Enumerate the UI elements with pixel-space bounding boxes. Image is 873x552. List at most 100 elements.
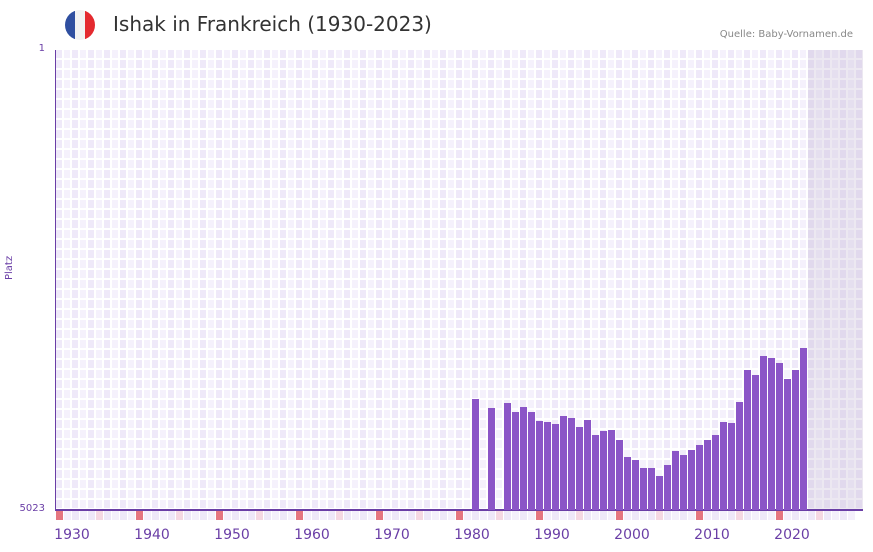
year-strip-cell — [296, 511, 303, 520]
bar-2006[interactable] — [680, 454, 687, 510]
year-strip-cell — [288, 511, 295, 520]
bar-1991[interactable] — [560, 416, 567, 510]
year-strip-cell — [784, 511, 791, 520]
year-strip-cell — [432, 511, 439, 520]
bar-1985[interactable] — [512, 411, 519, 510]
year-strip-cell — [504, 511, 511, 520]
bar-2020[interactable] — [792, 369, 799, 510]
x-tick-label: 2000 — [614, 527, 650, 543]
year-strip-cell — [248, 511, 255, 520]
bar-2000[interactable] — [632, 459, 639, 510]
bar-2016[interactable] — [760, 356, 767, 510]
bar-1994[interactable] — [584, 419, 591, 510]
year-strip-cell — [808, 511, 815, 520]
year-strip-cell — [192, 511, 199, 520]
bar-2008[interactable] — [696, 444, 703, 510]
year-strip-cell — [304, 511, 311, 520]
bar-2018[interactable] — [776, 362, 783, 510]
year-strip-cell — [392, 511, 399, 520]
bar-1984[interactable] — [504, 402, 511, 510]
year-strip-cell — [528, 511, 535, 520]
y-axis-label: Platz — [4, 255, 15, 280]
bar-1982[interactable] — [488, 407, 495, 510]
year-strip-cell — [688, 511, 695, 520]
bar-2019[interactable] — [784, 379, 791, 510]
year-strip-cell — [704, 511, 711, 520]
bar-2003[interactable] — [656, 476, 663, 510]
x-tick-label: 2020 — [774, 527, 810, 543]
year-strip-cell — [112, 511, 119, 520]
france-flag-icon — [65, 10, 95, 40]
bar-1986[interactable] — [520, 406, 527, 510]
year-strip-cell — [56, 511, 63, 520]
bar-2005[interactable] — [672, 451, 679, 510]
bar-2001[interactable] — [640, 467, 647, 510]
x-tick-label: 1980 — [454, 527, 490, 543]
year-strip-cell — [144, 511, 151, 520]
year-strip-cell — [480, 511, 487, 520]
bar-1998[interactable] — [616, 440, 623, 510]
x-axis — [55, 509, 863, 511]
year-strip-cell — [736, 511, 743, 520]
bar-2013[interactable] — [736, 402, 743, 510]
year-strip-cell — [376, 511, 383, 520]
bar-1999[interactable] — [624, 456, 631, 510]
bar-1990[interactable] — [552, 423, 559, 510]
year-strip-cell — [400, 511, 407, 520]
bar-1992[interactable] — [568, 417, 575, 510]
year-strip-cell — [680, 511, 687, 520]
bar-2004[interactable] — [664, 465, 671, 510]
year-strip-cell — [496, 511, 503, 520]
bar-1989[interactable] — [544, 421, 551, 510]
year-strip-cell — [648, 511, 655, 520]
bar-2007[interactable] — [688, 450, 695, 510]
bar-2011[interactable] — [720, 421, 727, 510]
bar-1997[interactable] — [608, 429, 615, 510]
year-strip-cell — [328, 511, 335, 520]
year-strip-cell — [408, 511, 415, 520]
y-tick-label: 5023 — [19, 503, 45, 514]
bar-1993[interactable] — [576, 427, 583, 510]
year-strip-cell — [456, 511, 463, 520]
year-strip-cell — [576, 511, 583, 520]
y-axis — [55, 50, 56, 511]
year-strip-cell — [608, 511, 615, 520]
year-strip-cell — [568, 511, 575, 520]
year-strip-cell — [416, 511, 423, 520]
year-strip-cell — [384, 511, 391, 520]
bar-2021[interactable] — [800, 347, 807, 510]
year-strip-cell — [720, 511, 727, 520]
year-strip-cell — [424, 511, 431, 520]
bar-2012[interactable] — [728, 422, 735, 510]
x-tick-label: 1970 — [374, 527, 410, 543]
year-strip-cell — [632, 511, 639, 520]
bar-2015[interactable] — [752, 374, 759, 510]
bar-2017[interactable] — [768, 357, 775, 510]
chart-title: Ishak in Frankreich (1930-2023) — [113, 12, 432, 36]
bar-2009[interactable] — [704, 440, 711, 510]
year-strip-cell — [320, 511, 327, 520]
bar-1988[interactable] — [536, 420, 543, 510]
bar-1996[interactable] — [600, 430, 607, 510]
year-strip-cell — [712, 511, 719, 520]
x-tick-label: 2010 — [694, 527, 730, 543]
bar-1995[interactable] — [592, 434, 599, 510]
bar-1980[interactable] — [472, 398, 479, 510]
year-strip-cell — [536, 511, 543, 520]
bar-2002[interactable] — [648, 467, 655, 510]
bar-1987[interactable] — [528, 411, 535, 510]
future-shade — [808, 50, 863, 510]
bar-2010[interactable] — [712, 434, 719, 510]
source-link[interactable]: Quelle: Baby-Vornamen.de — [719, 29, 853, 40]
year-strip-cell — [744, 511, 751, 520]
year-strip-cell — [360, 511, 367, 520]
year-strip-cell — [512, 511, 519, 520]
year-strip-cell — [128, 511, 135, 520]
year-strip-cell — [104, 511, 111, 520]
year-strip-cell — [96, 511, 103, 520]
year-strip-cell — [544, 511, 551, 520]
x-tick-label: 1930 — [54, 527, 90, 543]
year-strip-cell — [672, 511, 679, 520]
bar-2014[interactable] — [744, 369, 751, 510]
year-strip-cell — [88, 511, 95, 520]
